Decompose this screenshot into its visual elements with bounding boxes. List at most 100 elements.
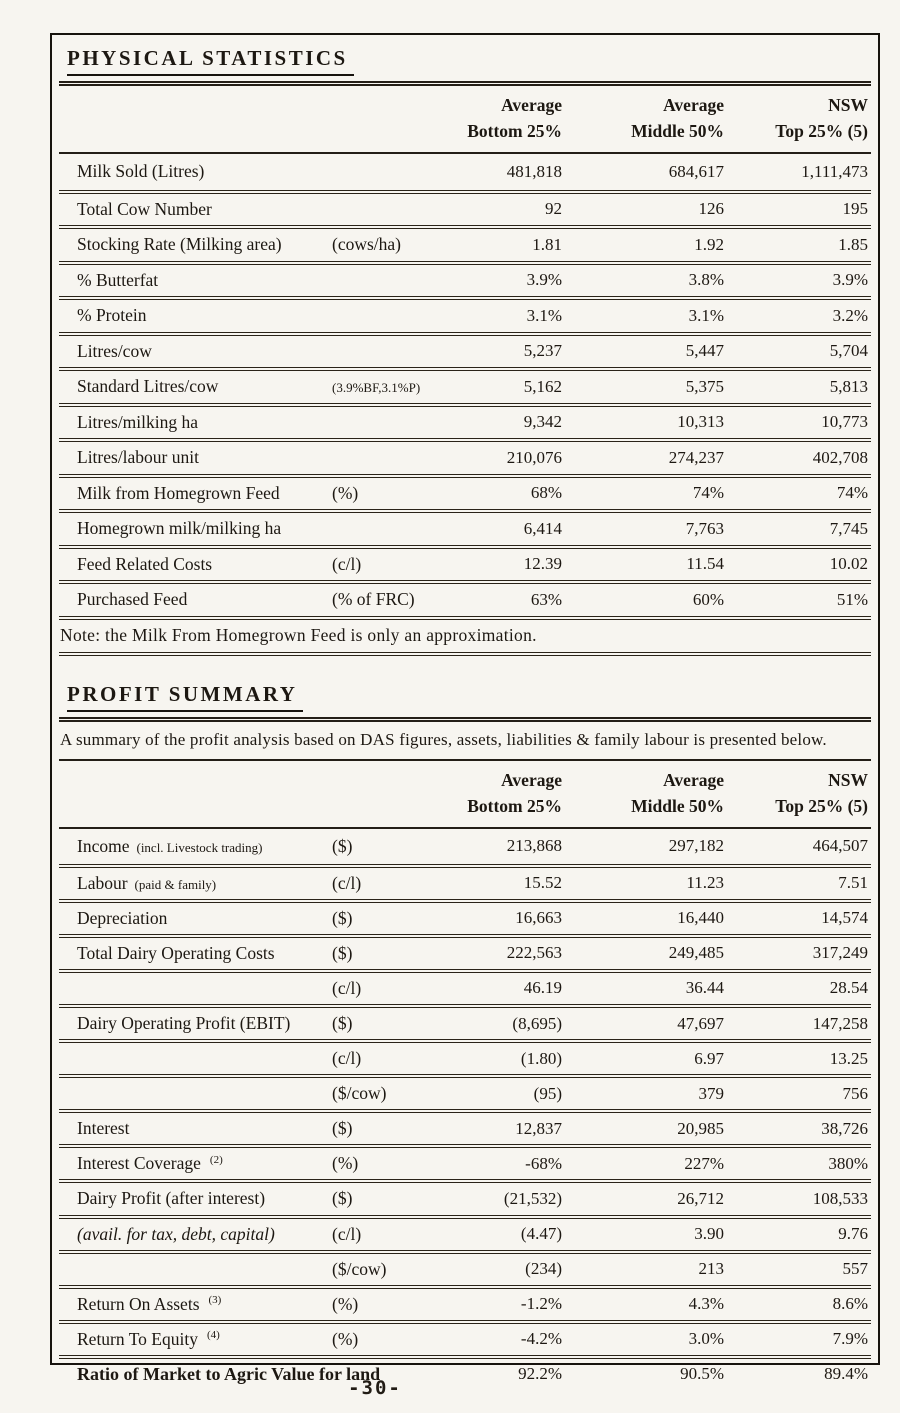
row-value-bottom25: 16,663: [515, 908, 562, 928]
row-label: Purchased Feed: [77, 589, 332, 610]
row-label: Litres/cow: [77, 341, 332, 362]
row-value-middle50: 36.44: [685, 978, 724, 998]
row-label: [77, 1259, 332, 1280]
header-line2: Top 25% (5): [775, 121, 868, 141]
table-row: Interest ($) 12,837 20,985 38,726: [59, 1109, 871, 1144]
row-value-bottom25: 12,837: [515, 1118, 562, 1138]
header-line1: Average: [501, 769, 562, 790]
row-value-bottom25: 68%: [530, 483, 562, 503]
footnote-marker: (4): [206, 1329, 220, 1342]
row-label-text: Milk from Homegrown Feed: [77, 482, 280, 503]
row-value-top25: 147,258: [812, 1013, 868, 1033]
row-value-bottom25: 3.9%: [526, 270, 562, 290]
row-label: Return On Assets (3): [77, 1294, 332, 1315]
table-row: Feed Related Costs (c/l) 12.39 11.54 10.…: [59, 544, 871, 581]
row-label-text: Standard Litres/cow: [77, 376, 219, 397]
row-label: Total Dairy Operating Costs: [77, 943, 332, 964]
row-label-text: Litres/milking ha: [77, 411, 199, 432]
profit-summary-title: PROFIT SUMMARY: [67, 682, 871, 712]
row-value-top25: 464,507: [812, 836, 868, 856]
row-value-middle50: 3.90: [694, 1224, 724, 1244]
row-label-text: Dairy Operating Profit (EBIT): [77, 1013, 291, 1034]
row-label: Standard Litres/cow: [77, 376, 332, 397]
row-label: % Butterfat: [77, 270, 332, 291]
table-row: Homegrown milk/milking ha 6,414 7,763 7,…: [59, 509, 871, 545]
row-value-middle50: 274,237: [668, 447, 724, 467]
row-label-text: Purchased Feed: [77, 589, 188, 610]
row-unit: (c/l): [332, 1223, 362, 1244]
row-label: Labour (paid & family): [77, 873, 332, 894]
header-line1: Average: [663, 769, 724, 790]
row-value-middle50: 90.5%: [680, 1364, 724, 1384]
row-label-text: % Protein: [77, 305, 147, 326]
row-label: Income (incl. Livestock trading): [77, 836, 332, 857]
row-value-middle50: 20,985: [677, 1118, 724, 1138]
row-unit: (%): [332, 482, 359, 503]
header-line2: Bottom 25%: [467, 121, 562, 141]
header-line1: Average: [501, 95, 562, 115]
table-row: % Butterfat 3.9% 3.8% 3.9%: [59, 260, 871, 297]
row-value-bottom25: -68%: [525, 1153, 562, 1173]
row-label: Dairy Profit (after interest): [77, 1188, 332, 1209]
row-value-middle50: 7,763: [685, 518, 724, 538]
section-profit-summary: PROFIT SUMMARY A summary of the profit a…: [59, 682, 871, 1391]
row-value-top25: 8.6%: [832, 1294, 868, 1314]
table-row: Total Cow Number 92 126 195: [59, 189, 871, 226]
row-label-text: Homegrown milk/milking ha: [77, 518, 282, 539]
header-line1: NSW: [828, 95, 868, 115]
row-label: [77, 978, 332, 999]
row-label-text: Return On Assets: [77, 1293, 200, 1314]
row-label: Total Cow Number: [77, 199, 332, 220]
row-value-top25: 557: [842, 1259, 869, 1279]
row-value-bottom25: 12.39: [523, 554, 562, 574]
row-label: Stocking Rate (Milking area): [77, 234, 332, 255]
row-label: Homegrown milk/milking ha: [77, 518, 332, 539]
row-unit: ($): [332, 1013, 353, 1034]
row-value-top25: 10.02: [829, 554, 868, 574]
row-value-middle50: 5,447: [685, 341, 724, 361]
table-row: Dairy Operating Profit (EBIT) ($) (8,695…: [59, 1003, 871, 1039]
row-label: Litres/milking ha: [77, 412, 332, 433]
row-label-text: % Butterfat: [77, 269, 159, 290]
table-row: Stocking Rate (Milking area) (cows/ha) 1…: [59, 225, 871, 261]
header-line2: Middle 50%: [631, 795, 724, 816]
row-label: [77, 1048, 332, 1069]
row-unit: (c/l): [332, 872, 362, 893]
row-value-top25: 51%: [836, 589, 868, 609]
title-divider: [59, 81, 871, 86]
row-value-bottom25: 46.19: [523, 978, 562, 998]
row-value-bottom25: 15.52: [523, 873, 562, 893]
row-value-bottom25: 213,868: [506, 836, 562, 856]
table-row: ($/cow) (234) 213 557: [59, 1249, 871, 1285]
row-label-text: Milk Sold (Litres): [77, 161, 205, 182]
row-value-middle50: 10,313: [677, 412, 724, 432]
row-value-middle50: 60%: [692, 589, 724, 609]
row-value-bottom25: 5,237: [523, 341, 562, 361]
row-value-bottom25: -1.2%: [520, 1294, 562, 1314]
row-label-text: Dairy Profit (after interest): [77, 1188, 266, 1209]
section-title-text: PHYSICAL STATISTICS: [67, 46, 354, 76]
row-label: Milk Sold (Litres): [77, 161, 332, 182]
row-unit: ($): [332, 907, 353, 928]
row-value-top25: 89.4%: [824, 1364, 868, 1384]
row-value-middle50: 74%: [692, 483, 724, 503]
physical-statistics-title: PHYSICAL STATISTICS: [67, 46, 871, 76]
row-value-middle50: 26,712: [677, 1188, 724, 1208]
row-value-top25: 5,813: [829, 376, 868, 396]
row-value-middle50: 3.8%: [688, 270, 724, 290]
row-value-top25: 7,745: [829, 518, 868, 538]
row-value-middle50: 297,182: [668, 836, 724, 856]
profit-table-header: Average Bottom 25% Average Middle 50% NS…: [59, 761, 871, 829]
table-row: ($/cow) (95) 379 756: [59, 1074, 871, 1109]
table-row: Total Dairy Operating Costs ($) 222,563 …: [59, 933, 871, 969]
table-row: Dairy Profit (after interest) ($) (21,53…: [59, 1179, 871, 1214]
row-value-middle50: 227%: [684, 1153, 724, 1173]
row-label: Return To Equity (4): [77, 1329, 332, 1350]
row-value-top25: 402,708: [812, 447, 868, 467]
row-value-middle50: 1.92: [694, 234, 724, 254]
row-value-bottom25: 92: [545, 199, 562, 219]
row-label: % Protein: [77, 305, 332, 326]
row-label-text: Interest Coverage: [77, 1153, 201, 1174]
row-unit: ($): [332, 1118, 353, 1139]
section-physical-statistics: PHYSICAL STATISTICS Average Bottom 25% A…: [59, 46, 871, 656]
